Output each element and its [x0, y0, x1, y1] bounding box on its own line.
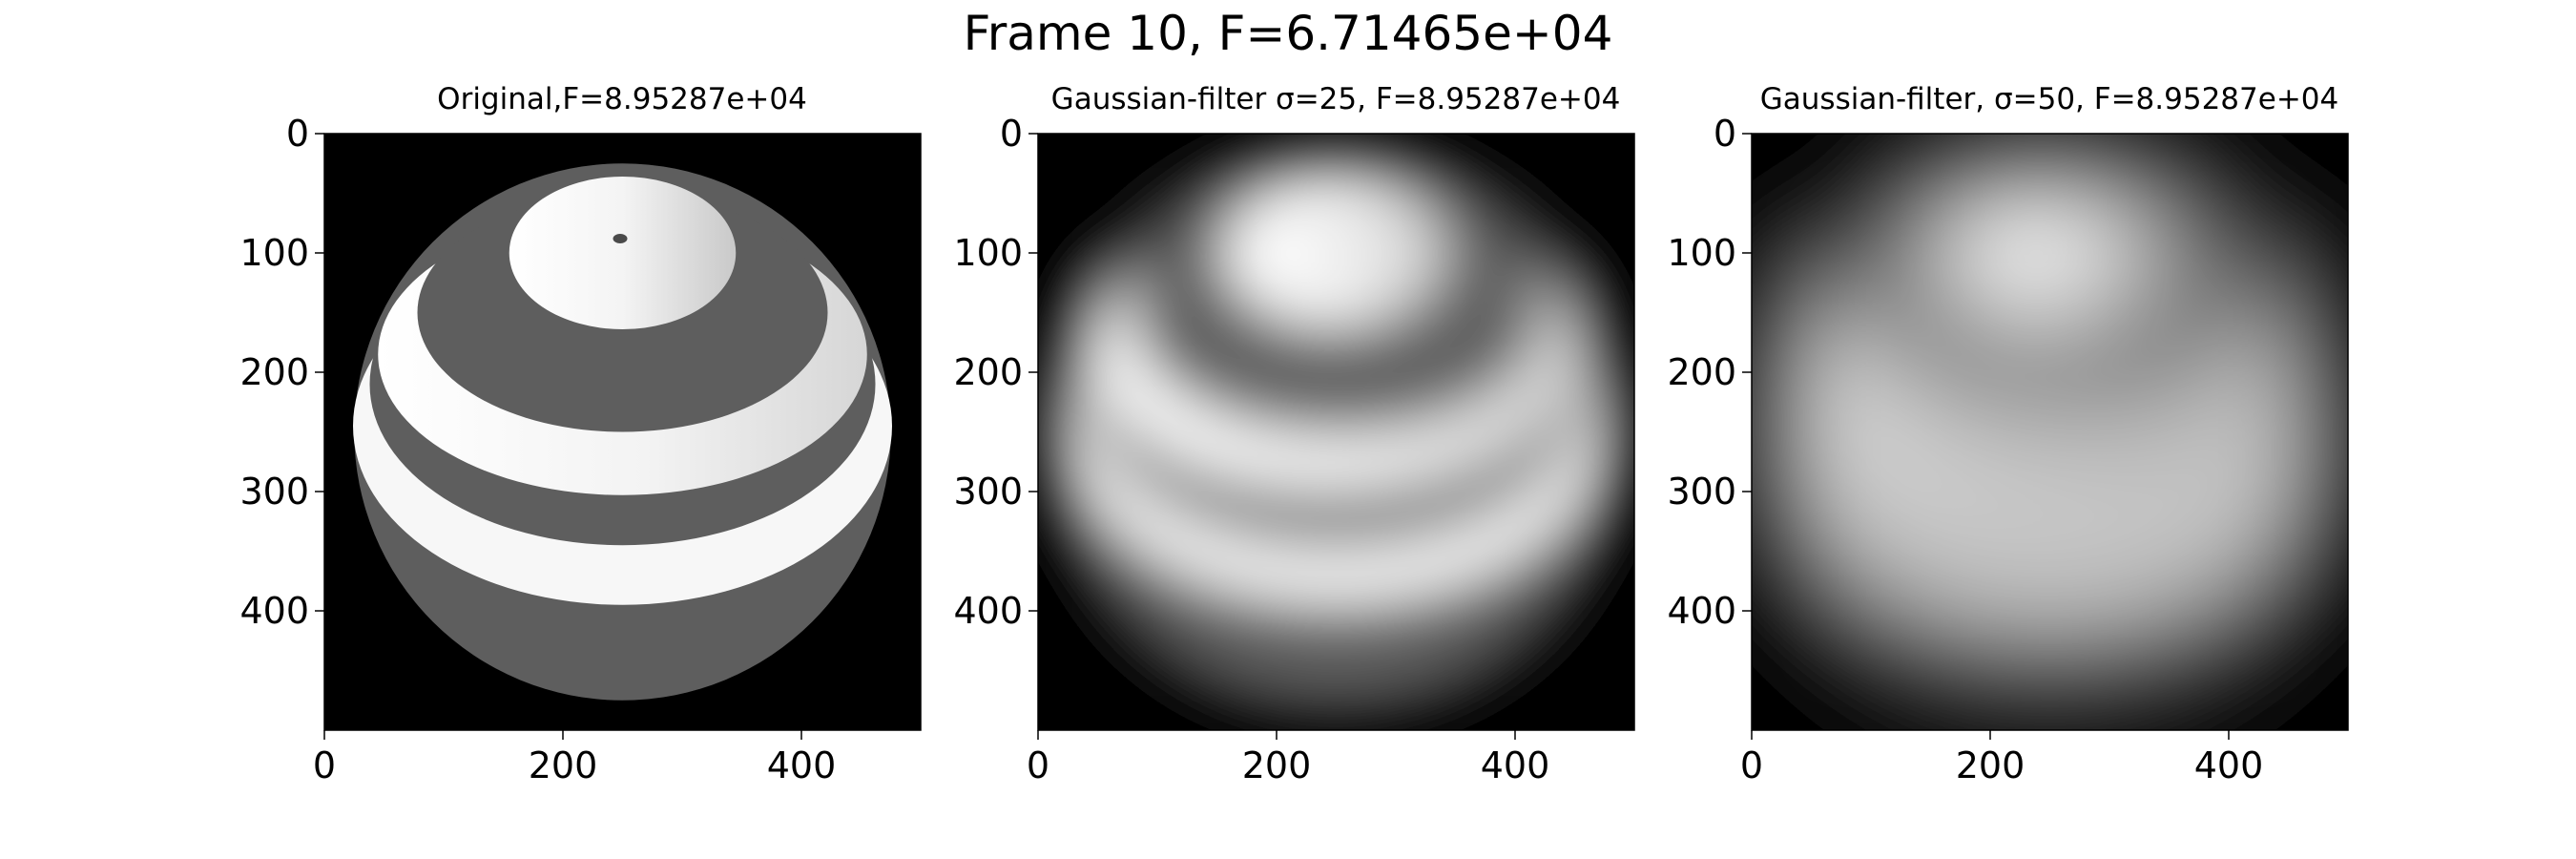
panel-original: Original,F=8.95287e+04 0 200 400 0 100 200 300…: [239, 82, 922, 786]
y-tick-label: 200: [239, 351, 309, 393]
x-tick-label: 0: [313, 744, 336, 786]
x-tick-label: 200: [1956, 744, 2025, 786]
x-tick-label: 400: [767, 744, 837, 786]
y-tick-label: 200: [953, 351, 1023, 393]
y-tick-label: 100: [1667, 232, 1736, 274]
x-tick-label: 200: [1242, 744, 1312, 786]
y-tick-label: 0: [286, 113, 309, 155]
panel-gaussian-sigma-25: Gaussian-filter σ=25, F=8.95287e+04 0 200…: [953, 82, 1635, 786]
y-tick-label: 0: [1000, 113, 1023, 155]
panel-title: Gaussian-filter, σ=50, F=8.95287e+04: [1760, 82, 2339, 116]
x-tick-label: 0: [1027, 744, 1049, 786]
panel-title: Gaussian-filter σ=25, F=8.95287e+04: [1051, 82, 1621, 116]
y-tick-label: 300: [953, 471, 1023, 513]
x-tick-label: 400: [2194, 744, 2264, 786]
panel-gaussian-sigma-50: Gaussian-filter, σ=50, F=8.95287e+04 0 20…: [1667, 82, 2349, 786]
y-tick-label: 400: [1667, 590, 1736, 632]
y-tick-label: 100: [953, 232, 1023, 274]
image-gaussian-sigma-25: [1038, 134, 1634, 730]
y-tick-label: 0: [1714, 113, 1736, 155]
plot-frame: [1751, 133, 2349, 731]
image-gaussian-sigma-50: [1752, 134, 2348, 730]
x-tick-label: 400: [1481, 744, 1550, 786]
panel-title: Original,F=8.95287e+04: [437, 82, 807, 116]
plot-frame: [323, 133, 922, 731]
y-tick-label: 300: [239, 471, 309, 513]
x-tick-label: 0: [1740, 744, 1763, 786]
y-tick-label: 400: [239, 590, 309, 632]
y-tick-label: 400: [953, 590, 1023, 632]
plot-frame: [1037, 133, 1635, 731]
y-tick-label: 200: [1667, 351, 1736, 393]
y-tick-label: 100: [239, 232, 309, 274]
image-original: [324, 134, 921, 730]
x-tick-label: 200: [529, 744, 598, 786]
y-tick-label: 300: [1667, 471, 1736, 513]
figure-title: Frame 10, F=6.71465e+04: [964, 6, 1613, 61]
